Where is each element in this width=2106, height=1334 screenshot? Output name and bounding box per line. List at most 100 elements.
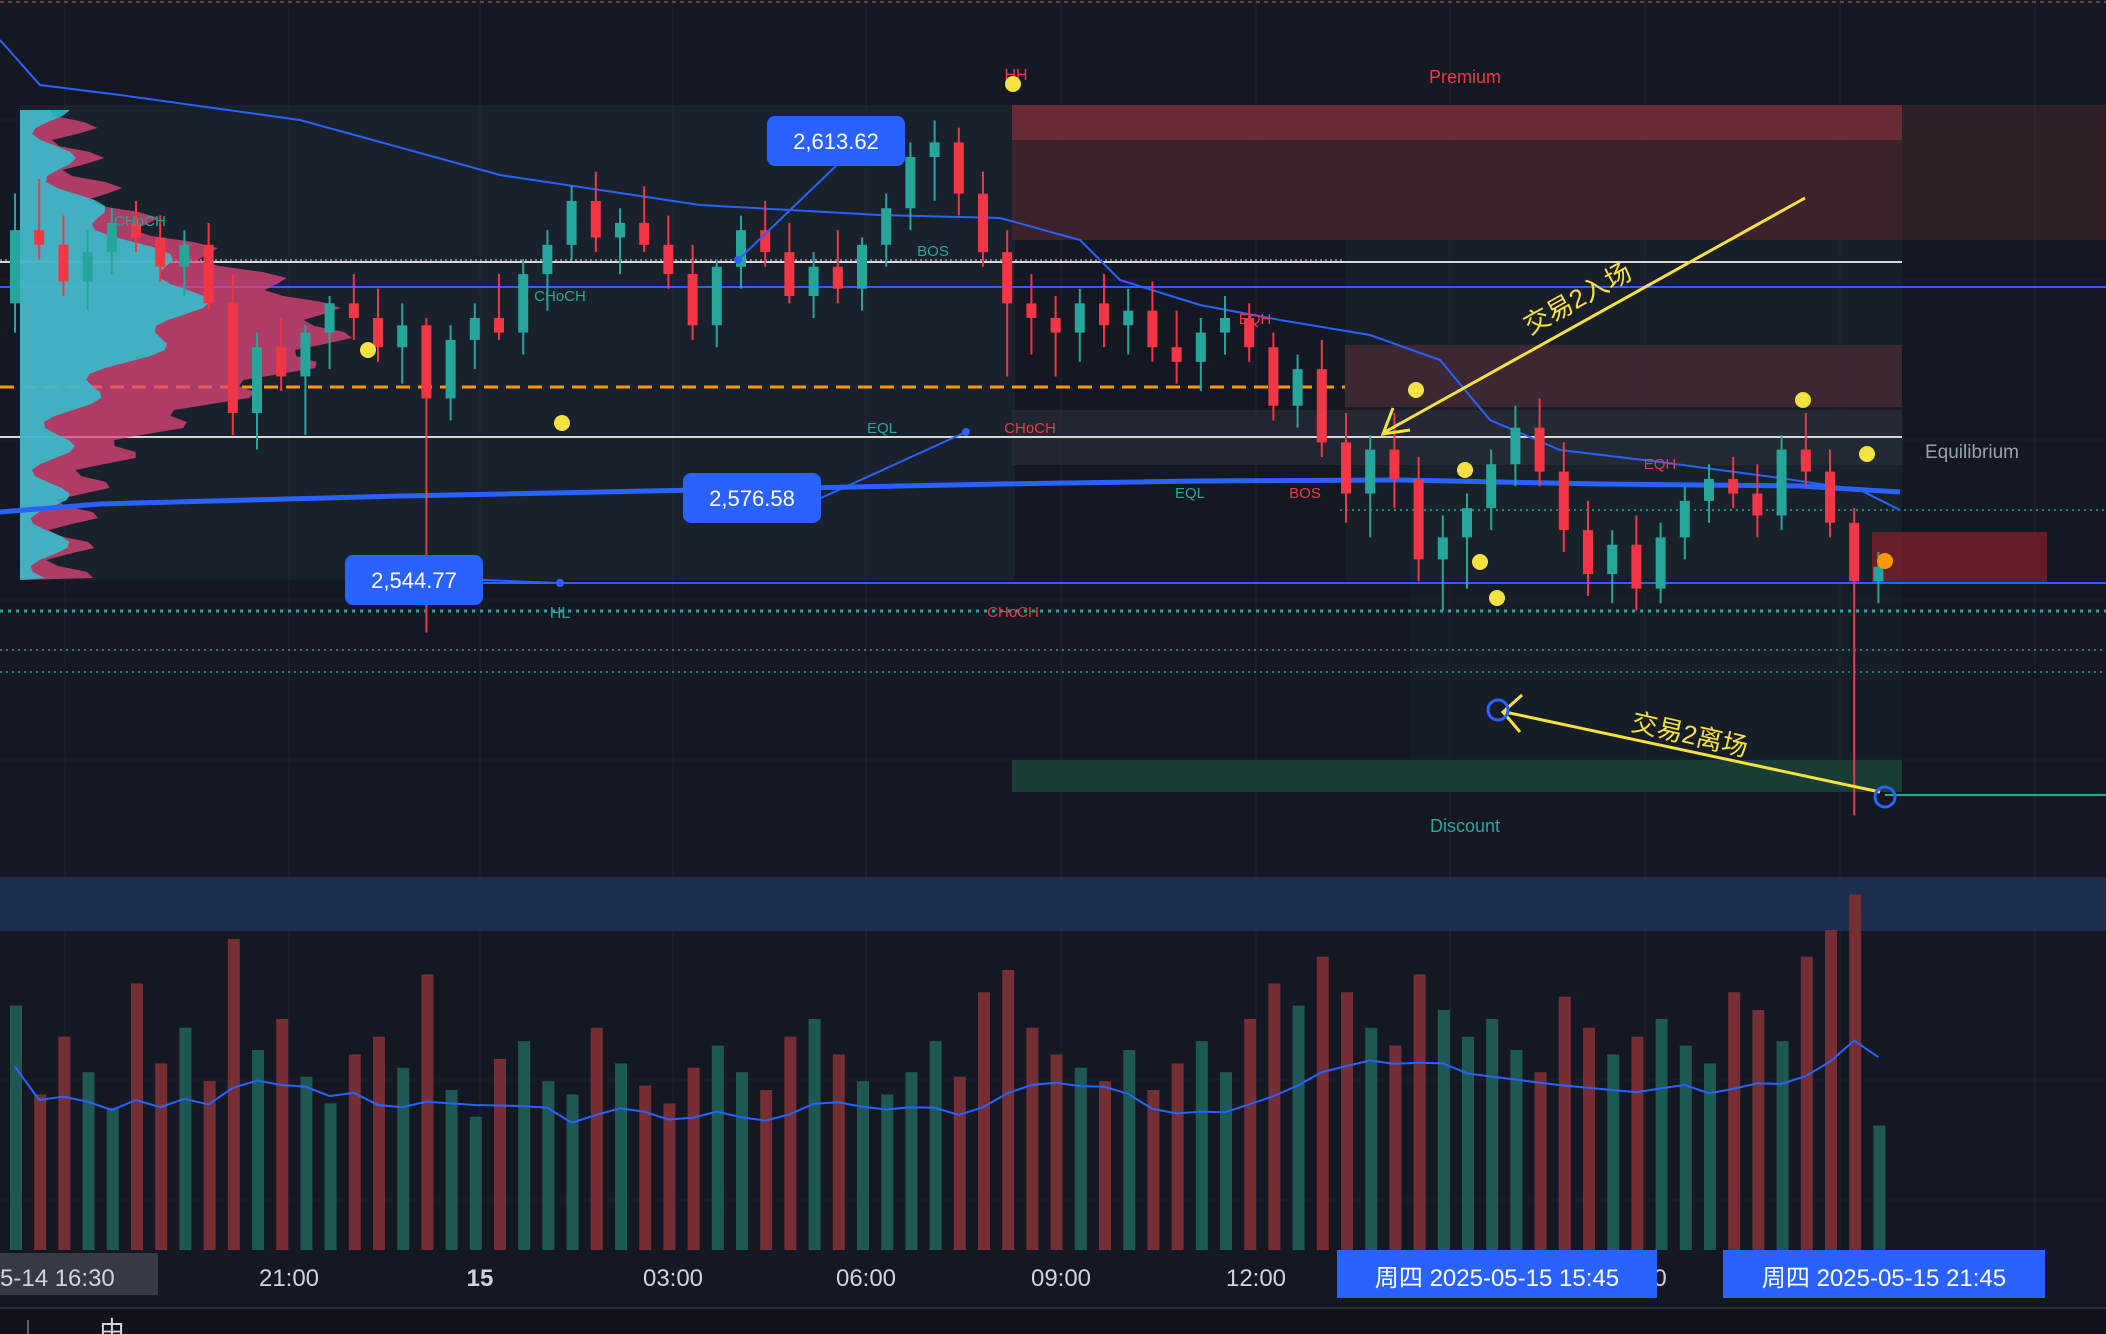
swing-dot [1408, 382, 1424, 398]
candle-body [881, 208, 892, 245]
price-callout-anchor [962, 428, 970, 436]
footer-glyph: 由 [99, 1316, 125, 1334]
candles [10, 120, 1884, 816]
volume-bar [1365, 1027, 1378, 1250]
candle-body [155, 237, 166, 267]
volume-bar [784, 1036, 797, 1250]
candle-body [373, 317, 383, 348]
candle-body [832, 266, 843, 289]
candle-body [1800, 449, 1811, 472]
x-axis-highlight-1: 周四 2025-05-15 15:45 [1375, 1265, 1619, 1292]
x-axis-tick: 21:00 [259, 1265, 319, 1292]
candle-body [445, 339, 456, 399]
candle-body [469, 317, 480, 340]
candle-body [1607, 544, 1618, 574]
price-callout-leader [737, 165, 837, 261]
candle-body [711, 266, 722, 326]
volume-bar [881, 1094, 894, 1250]
candle-body [1099, 303, 1109, 326]
x-axis-tick: 5-14 16:30 [0, 1265, 115, 1292]
volume-bar [324, 1103, 337, 1250]
volume-bar [445, 1090, 458, 1250]
candle-body [615, 222, 625, 238]
candle-body [929, 142, 940, 158]
candle-body [421, 325, 432, 399]
candle-body [784, 252, 795, 297]
candle-body [1147, 310, 1158, 348]
volume-bar [590, 1027, 603, 1250]
candle-body [1026, 303, 1037, 318]
volume-bar [1316, 956, 1329, 1250]
volume-bar [1510, 1050, 1523, 1250]
candle-body [252, 347, 262, 414]
volume-bar [1558, 996, 1571, 1250]
volume-bar [663, 1103, 676, 1250]
candle-body [1849, 522, 1860, 582]
candle-body [1220, 317, 1230, 333]
candle-body [106, 222, 117, 253]
candle-body [1341, 442, 1351, 494]
volume-highlight-band [0, 877, 2106, 931]
equilibrium-label: Equilibrium [1925, 442, 2019, 463]
candle-body [1655, 537, 1666, 589]
volume-bar [711, 1045, 724, 1250]
candle-body [1558, 471, 1569, 531]
candle-body [1050, 317, 1061, 333]
candle-body [82, 252, 93, 282]
candle-body [34, 230, 45, 245]
candle-body [978, 193, 988, 253]
price-callout-text: 2,544.77 [371, 568, 457, 593]
volume-bar [1752, 1010, 1765, 1250]
volume-bar [1849, 894, 1862, 1250]
candle-body [760, 230, 771, 253]
volume-bar [1413, 974, 1426, 1250]
candle-body [1389, 449, 1400, 479]
candle-body [808, 266, 819, 297]
volume-bar [1776, 1041, 1789, 1250]
candle-body [1292, 369, 1303, 406]
volume-bar [687, 1067, 700, 1250]
candle-body [1437, 537, 1448, 560]
volume-bar [518, 1041, 531, 1250]
volume-ma-line [14, 1039, 1879, 1124]
volume-bar [1534, 1072, 1547, 1250]
supply-zone [1345, 345, 1902, 407]
swing-dot [1859, 446, 1875, 462]
entry-marker-circle [1486, 698, 1510, 722]
premium-label: Premium [1429, 67, 1501, 87]
volume-bar [1171, 1063, 1184, 1250]
candle-body [300, 332, 311, 377]
price-callout-anchor [556, 579, 564, 587]
x-axis-tick: 06:00 [836, 1265, 896, 1292]
exit-arrow-line [1504, 710, 1881, 794]
candle-body [857, 244, 867, 289]
candle-body [639, 222, 650, 245]
candle-body [179, 244, 190, 267]
candle-body [1171, 347, 1182, 362]
volume-bar [155, 1063, 168, 1250]
premium-zone-fade [1012, 140, 1902, 240]
volume-bar [252, 1050, 264, 1250]
price-callout-box [345, 555, 483, 605]
volume-bar [1292, 1005, 1305, 1250]
candle-body [324, 303, 335, 333]
candle-body [1244, 317, 1255, 348]
candle-body [276, 347, 287, 377]
swing-dot [1489, 590, 1505, 606]
price-callout-text: 2,576.58 [709, 486, 795, 511]
candle-body [590, 200, 601, 238]
volume-bar [929, 1041, 942, 1250]
ma-line-slow [0, 477, 1901, 515]
volume-bar [953, 1076, 966, 1250]
volume-bar [857, 1081, 869, 1250]
volume-bar [276, 1018, 289, 1250]
candle-body [953, 142, 964, 194]
candle-body [1873, 566, 1884, 582]
hl-label: HL [550, 605, 571, 622]
structure-label: CHoCH [987, 604, 1039, 621]
price-callout-text: 2,613.62 [793, 129, 879, 154]
volume-bar [58, 1036, 71, 1250]
volume-profile-buy [20, 110, 210, 580]
